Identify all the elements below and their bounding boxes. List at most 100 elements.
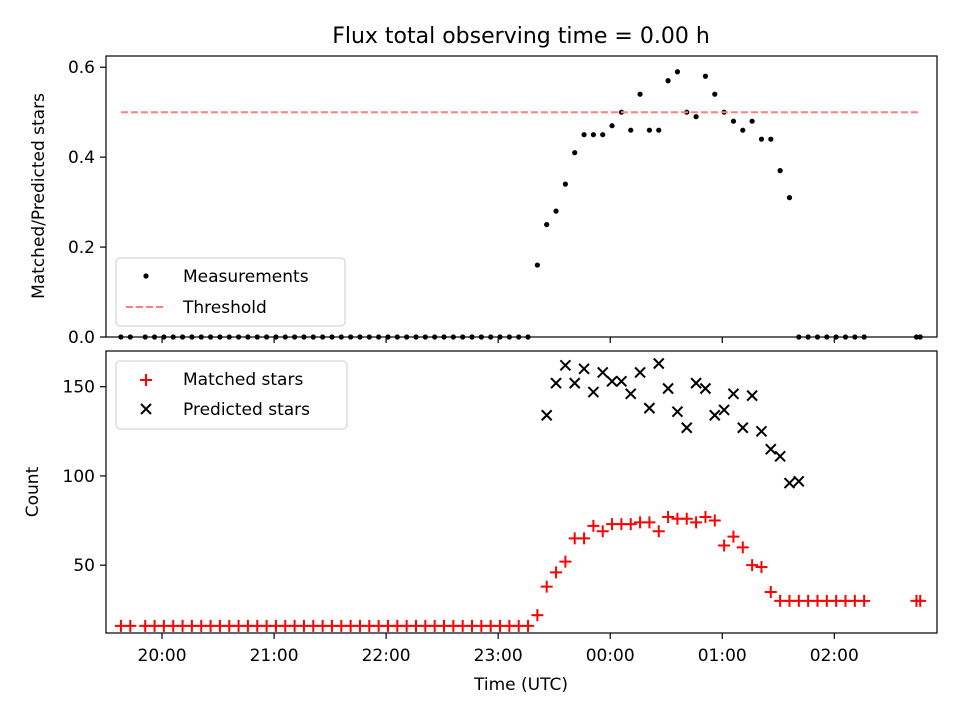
matched-stars-point (559, 555, 572, 568)
measurement-point (730, 118, 737, 124)
matched-stars-point (531, 609, 544, 622)
measurement-point (656, 127, 662, 133)
predicted-stars-point (653, 357, 665, 370)
predicted-stars-point (671, 405, 684, 418)
predicted-stars-point (578, 363, 590, 375)
legend-predicted-label: Predicted stars (183, 400, 310, 420)
y-tick-label: 50 (73, 556, 95, 576)
x-tick-label: 23:00 (474, 646, 523, 666)
measurement-point (637, 91, 643, 97)
measurement-point (749, 118, 755, 124)
bottom-legend: Matched stars Predicted stars (115, 360, 348, 430)
matched-stars-point (680, 512, 693, 525)
y-tick-label: 0.0 (68, 328, 95, 348)
measurement-point (553, 208, 559, 214)
predicted-stars-point (541, 409, 553, 421)
predicted-stars-point (699, 382, 712, 395)
matched-stars-point (643, 516, 656, 529)
predicted-stars-point (559, 359, 572, 371)
matched-stars-point (764, 585, 777, 598)
measurement-point (758, 136, 765, 142)
measurement-point (665, 78, 671, 84)
matched-stars-point (736, 541, 749, 554)
matched-stars-point (624, 518, 637, 531)
matched-stars-point (718, 539, 731, 552)
predicted-stars-point (643, 402, 656, 414)
legend-predicted-marker (140, 403, 152, 415)
top-y-axis-label: Matched/Predicted stars (29, 93, 49, 299)
matched-stars-point (755, 560, 768, 573)
matched-stars-point (858, 594, 871, 607)
predicted-stars-point (662, 382, 674, 395)
x-axis-label: Time (UTC) (473, 675, 568, 695)
predicted-stars-point (727, 388, 740, 400)
predicted-stars-point (634, 366, 646, 379)
y-tick-label: 150 (63, 378, 95, 398)
matched-stars-point (699, 510, 712, 523)
measurement-point (590, 132, 596, 138)
predicted-stars-point (783, 477, 796, 489)
predicted-stars-point (718, 404, 730, 416)
matched-stars-point (690, 516, 703, 529)
matched-stars-point (662, 510, 675, 523)
predicted-stars-point (597, 366, 609, 379)
matched-stars-point (652, 525, 665, 538)
measurement-point (572, 150, 578, 156)
predicted-stars-point (550, 377, 562, 389)
predicted-stars-point (681, 422, 693, 434)
measurement-point (740, 127, 746, 133)
x-tick-label: 21:00 (250, 646, 299, 666)
top-axes-frame (105, 55, 938, 338)
bottom-plot-area: 20:00 21:00 22:00 23:00 00:00 01:00 02:00 50 100… (63, 357, 927, 666)
y-tick-label: 100 (63, 467, 95, 487)
predicted-stars-point (690, 377, 702, 389)
x-tick-label: 20:00 (138, 646, 187, 666)
matched-stars-point (522, 619, 535, 632)
predicted-stars-point (746, 389, 758, 402)
legend-measurements-marker (143, 273, 149, 279)
matched-stars-point (596, 525, 609, 538)
measurement-point (786, 195, 793, 201)
measurement-point (768, 136, 774, 142)
predicted-stars-point (709, 409, 721, 421)
matched-stars-point (708, 514, 721, 527)
measurement-point (581, 132, 587, 138)
predicted-stars-point (587, 386, 600, 398)
x-tick-label: 02:00 (810, 646, 859, 666)
predicted-stars-point (793, 475, 805, 487)
y-tick-label: 0.4 (68, 148, 95, 168)
legend-measurements-label: Measurements (183, 267, 309, 287)
measurement-point (702, 73, 709, 79)
legend-threshold-label: Threshold (182, 298, 267, 318)
y-tick-label: 0.6 (68, 58, 95, 78)
chart-title: Flux total observing time = 0.00 h (332, 24, 710, 49)
measurement-point (777, 168, 783, 174)
measurement-point (674, 69, 681, 75)
predicted-stars-point (625, 388, 637, 400)
matched-stars-point (727, 530, 740, 543)
x-tick-label: 01:00 (698, 646, 747, 666)
predicted-stars-point (569, 377, 581, 389)
measurement-point (628, 127, 634, 133)
matched-stars-point (746, 559, 759, 572)
top-legend-box (115, 257, 346, 327)
predicted-stars-point (615, 375, 628, 388)
measurement-point (600, 132, 606, 138)
measurement-point (712, 91, 718, 97)
x-tick-label: 22:00 (362, 646, 411, 666)
matched-stars-point (914, 594, 927, 607)
matched-stars-point (124, 619, 137, 632)
predicted-stars-point (774, 450, 786, 463)
x-tick-label: 00:00 (586, 646, 635, 666)
matched-stars-point (540, 580, 553, 593)
predicted-stars-point (606, 375, 618, 388)
measurement-point (693, 114, 699, 120)
legend-matched-marker (140, 374, 152, 386)
predicted-stars-point (737, 422, 749, 434)
measurement-point (646, 127, 653, 133)
matched-stars-point (578, 532, 591, 545)
matched-stars-point (550, 566, 563, 579)
matched-stars-point (587, 519, 600, 532)
